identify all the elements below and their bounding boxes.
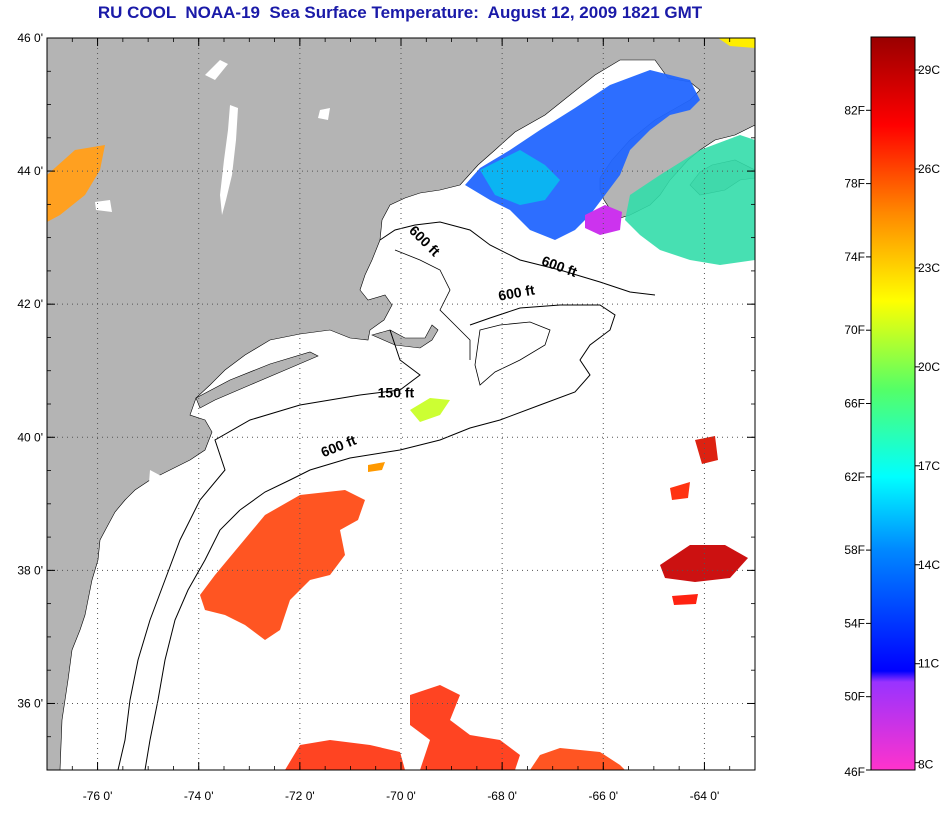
colorbar-label-f: 62F — [844, 470, 865, 484]
lon-tick-label: -64 0' — [690, 789, 720, 803]
contour-150ft-shelf — [117, 329, 421, 770]
lon-tick-label: -72 0' — [285, 789, 315, 803]
sst-patch-lake-ontario — [47, 145, 105, 222]
delaware-bay — [148, 470, 165, 500]
grid-lines — [47, 38, 755, 770]
colorbar-label-c: 29C — [918, 63, 940, 77]
contour-label: 600 ft — [497, 281, 536, 303]
sst-patch-east-small-3 — [672, 594, 698, 605]
lon-tick-label: -68 0' — [487, 789, 517, 803]
colorbar-label-f: 54F — [844, 616, 865, 630]
contour-150ft-coast — [394, 249, 471, 360]
sst-patch-south-2 — [285, 740, 405, 770]
contour-georges-inner — [474, 321, 551, 386]
lake-champlain — [220, 105, 238, 215]
lat-tick-label: 46 0' — [17, 31, 43, 45]
lat-tick-label: 40 0' — [17, 430, 43, 444]
lat-tick-label: 42 0' — [17, 297, 43, 311]
colorbar-label-f: 58F — [844, 543, 865, 557]
cape-cod — [371, 324, 439, 349]
sst-patch-bay-of-fundy — [585, 205, 622, 235]
lon-tick-label: -66 0' — [588, 789, 618, 803]
sst-patch-small-north — [368, 462, 385, 472]
lake-small-3 — [95, 200, 112, 212]
sst-patch-top-right — [718, 38, 755, 48]
colorbar-label-f: 66F — [844, 397, 865, 411]
lat-tick-label: 44 0' — [17, 164, 43, 178]
contour-600ft-shelf — [144, 509, 241, 770]
sst-patch-east-small-1 — [695, 436, 718, 464]
lat-tick-label: 38 0' — [17, 563, 43, 577]
lon-tick-label: -74 0' — [184, 789, 214, 803]
contour-600ft-georges — [239, 304, 616, 511]
colorbar-label-f: 46F — [844, 765, 865, 779]
colorbar-label-f: 50F — [844, 690, 865, 704]
contour-600ft-gulf-maine — [379, 221, 656, 296]
sst-patch-south-1 — [410, 685, 520, 770]
sst-patch-gulf-stream-west — [200, 490, 365, 640]
colorbar-label-c: 8C — [918, 758, 934, 772]
sst-patch-gulf-maine-cyan — [480, 150, 560, 205]
sst-patch-east-small-2 — [670, 482, 690, 500]
map-title: RU COOL NOAA-19 Sea Surface Temperature:… — [97, 3, 703, 22]
colorbar-label-f: 82F — [844, 103, 865, 117]
sst-patch-south-3 — [530, 748, 625, 770]
colorbar-label-c: 17C — [918, 459, 940, 473]
contour-label: 150 ft — [378, 384, 415, 400]
lake-small-2 — [318, 108, 330, 120]
sst-patch-scotian-shelf — [625, 135, 755, 265]
chesapeake-bay — [105, 520, 140, 690]
colorbar-label-f: 78F — [844, 177, 865, 191]
colorbar-labels: 82F 78F 74F 70F 66F 62F 58F 54F 50F 46F 29C 26C 23C 2… — [844, 63, 940, 779]
colorbar-label-c: 23C — [918, 261, 940, 275]
long-island — [195, 351, 319, 409]
colorbar-label-c: 26C — [918, 162, 940, 176]
colorbar-label-f: 74F — [844, 250, 865, 264]
colorbar-label-c: 11C — [918, 657, 939, 671]
map-content — [47, 38, 755, 770]
axis-ticks: -76 0' -74 0' -72 0' -70 0' -68 0' -66 0' -64 … — [17, 31, 756, 803]
lat-tick-label: 36 0' — [17, 696, 43, 710]
colorbar-label-c: 20C — [918, 360, 940, 374]
colorbar-gradient — [870, 36, 916, 771]
colorbar-label-f: 70F — [844, 323, 865, 337]
colorbar-label-c: 14C — [918, 558, 940, 572]
sst-patch-nantucket — [410, 398, 450, 422]
lon-tick-label: -70 0' — [386, 789, 416, 803]
lon-tick-label: -76 0' — [83, 789, 113, 803]
lake-small-1 — [205, 60, 228, 80]
